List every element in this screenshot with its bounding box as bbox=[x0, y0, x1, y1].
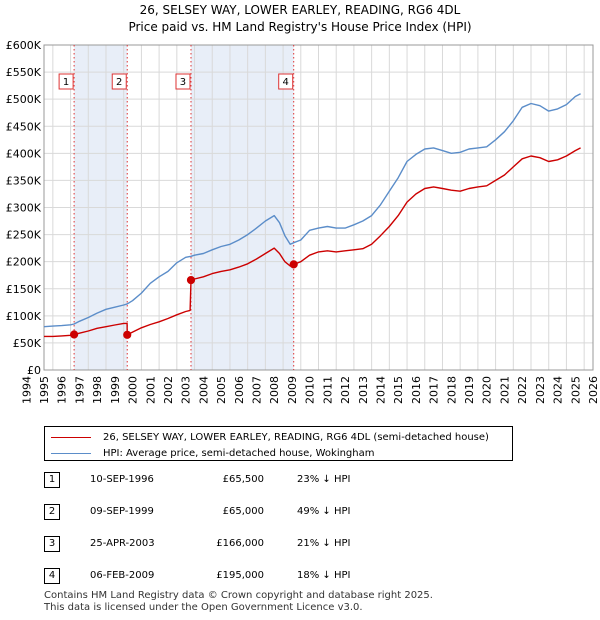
x-tick-label: 2000 bbox=[127, 376, 140, 404]
legend-item-hpi: HPI: Average price, semi-detached house,… bbox=[51, 445, 374, 461]
x-tick-label: 2011 bbox=[321, 376, 334, 404]
sale-number-badge: 3 bbox=[44, 536, 60, 552]
footer-line-licence: This data is licensed under the Open Gov… bbox=[44, 602, 363, 613]
y-tick-label: £400K bbox=[6, 147, 42, 160]
x-tick-label: 1998 bbox=[91, 376, 104, 404]
sale-date: 09-SEP-1999 bbox=[90, 506, 154, 517]
legend-swatch-hpi bbox=[51, 452, 91, 454]
x-tick-label: 2006 bbox=[233, 376, 246, 404]
legend-label-property: 26, SELSEY WAY, LOWER EARLEY, READING, R… bbox=[103, 431, 489, 443]
y-tick-label: £300K bbox=[6, 202, 42, 215]
sale-marker-label: 2 bbox=[116, 77, 122, 88]
x-tick-label: 2024 bbox=[552, 376, 565, 404]
sale-number-badge: 2 bbox=[44, 504, 60, 520]
sale-hpi-diff: 18% ↓ HPI bbox=[297, 570, 351, 581]
sale-number-badge: 1 bbox=[44, 472, 60, 488]
sale-price: £65,500 bbox=[222, 474, 264, 485]
sale-point bbox=[70, 330, 79, 339]
sale-date: 06-FEB-2009 bbox=[90, 570, 155, 581]
x-tick-label: 2004 bbox=[197, 376, 210, 404]
x-tick-label: 2009 bbox=[286, 376, 299, 404]
x-tick-label: 2018 bbox=[445, 376, 458, 404]
sale-price: £166,000 bbox=[216, 538, 264, 549]
y-tick-label: £350K bbox=[6, 174, 42, 187]
x-tick-label: 2019 bbox=[463, 376, 476, 404]
sale-hpi-diff: 49% ↓ HPI bbox=[297, 506, 351, 517]
y-tick-label: £200K bbox=[6, 256, 42, 269]
sale-marker-box bbox=[278, 73, 294, 90]
x-tick-label: 2010 bbox=[304, 376, 317, 404]
sale-row: 1 10-SEP-1996 £65,500 23% ↓ HPI bbox=[44, 472, 464, 490]
sale-marker-box bbox=[175, 73, 191, 90]
y-tick-label: £50K bbox=[13, 337, 42, 350]
x-tick-label: 2014 bbox=[374, 376, 387, 404]
sale-point bbox=[289, 260, 298, 269]
sale-row: 4 06-FEB-2009 £195,000 18% ↓ HPI bbox=[44, 568, 464, 586]
sale-hpi-diff: 23% ↓ HPI bbox=[297, 474, 351, 485]
y-tick-label: £0 bbox=[27, 364, 41, 377]
x-tick-label: 1999 bbox=[109, 376, 122, 404]
x-tick-label: 2008 bbox=[268, 376, 281, 404]
sale-price: £65,000 bbox=[222, 506, 264, 517]
x-tick-label: 2015 bbox=[392, 376, 405, 404]
sale-point bbox=[123, 330, 132, 339]
plot-frame bbox=[43, 44, 594, 371]
x-tick-label: 1994 bbox=[20, 376, 33, 404]
sale-hpi-diff: 21% ↓ HPI bbox=[297, 538, 351, 549]
chart-title: 26, SELSEY WAY, LOWER EARLEY, READING, R… bbox=[140, 3, 461, 17]
sale-marker-label: 1 bbox=[63, 77, 69, 88]
x-tick-label: 2025 bbox=[569, 376, 582, 404]
legend-label-hpi: HPI: Average price, semi-detached house,… bbox=[103, 447, 375, 459]
y-tick-label: £500K bbox=[6, 93, 42, 106]
sale-date: 10-SEP-1996 bbox=[90, 474, 154, 485]
legend-swatch-property bbox=[51, 436, 91, 438]
y-tick-label: £550K bbox=[6, 66, 42, 79]
x-tick-label: 2017 bbox=[428, 376, 441, 404]
y-tick-label: £150K bbox=[6, 283, 42, 296]
x-tick-label: 2016 bbox=[410, 376, 423, 404]
x-tick-label: 2026 bbox=[587, 376, 600, 404]
x-tick-label: 2012 bbox=[339, 376, 352, 404]
sale-row: 2 09-SEP-1999 £65,000 49% ↓ HPI bbox=[44, 504, 464, 522]
y-tick-label: £450K bbox=[6, 120, 42, 133]
price-chart: 26, SELSEY WAY, LOWER EARLEY, READING, R… bbox=[6, 3, 600, 404]
x-tick-label: 2013 bbox=[357, 376, 370, 404]
sale-marker-box bbox=[111, 73, 127, 90]
sale-date: 25-APR-2003 bbox=[90, 538, 155, 549]
x-tick-label: 1997 bbox=[73, 376, 86, 404]
y-tick-label: £250K bbox=[6, 229, 42, 242]
x-tick-label: 2020 bbox=[481, 376, 494, 404]
legend-item-property: 26, SELSEY WAY, LOWER EARLEY, READING, R… bbox=[51, 429, 489, 445]
x-tick-label: 2003 bbox=[180, 376, 193, 404]
chart-legend: 26, SELSEY WAY, LOWER EARLEY, READING, R… bbox=[44, 426, 513, 461]
sale-marker-label: 4 bbox=[283, 77, 289, 88]
footer-attribution: Contains HM Land Registry data © Crown c… bbox=[44, 590, 433, 614]
sale-marker-label: 3 bbox=[180, 77, 186, 88]
y-tick-label: £100K bbox=[6, 310, 42, 323]
sale-marker-box bbox=[58, 73, 74, 90]
x-tick-label: 1996 bbox=[56, 376, 69, 404]
footer-line-copyright: Contains HM Land Registry data © Crown c… bbox=[44, 590, 433, 601]
y-tick-label: £600K bbox=[6, 39, 42, 52]
sale-point bbox=[186, 275, 196, 285]
sale-number-badge: 4 bbox=[44, 568, 60, 584]
sale-row: 3 25-APR-2003 £166,000 21% ↓ HPI bbox=[44, 536, 464, 554]
x-tick-label: 2023 bbox=[534, 376, 547, 404]
x-tick-label: 2021 bbox=[498, 376, 511, 404]
x-tick-label: 2022 bbox=[516, 376, 529, 404]
series-line-hpi bbox=[43, 93, 581, 328]
sale-price: £195,000 bbox=[216, 570, 264, 581]
x-tick-label: 2005 bbox=[215, 376, 228, 404]
x-tick-label: 1995 bbox=[38, 376, 51, 404]
chart-subtitle: Price paid vs. HM Land Registry's House … bbox=[128, 20, 471, 34]
x-tick-label: 2007 bbox=[251, 376, 264, 404]
x-tick-label: 2001 bbox=[144, 376, 157, 404]
x-tick-label: 2002 bbox=[162, 376, 175, 404]
